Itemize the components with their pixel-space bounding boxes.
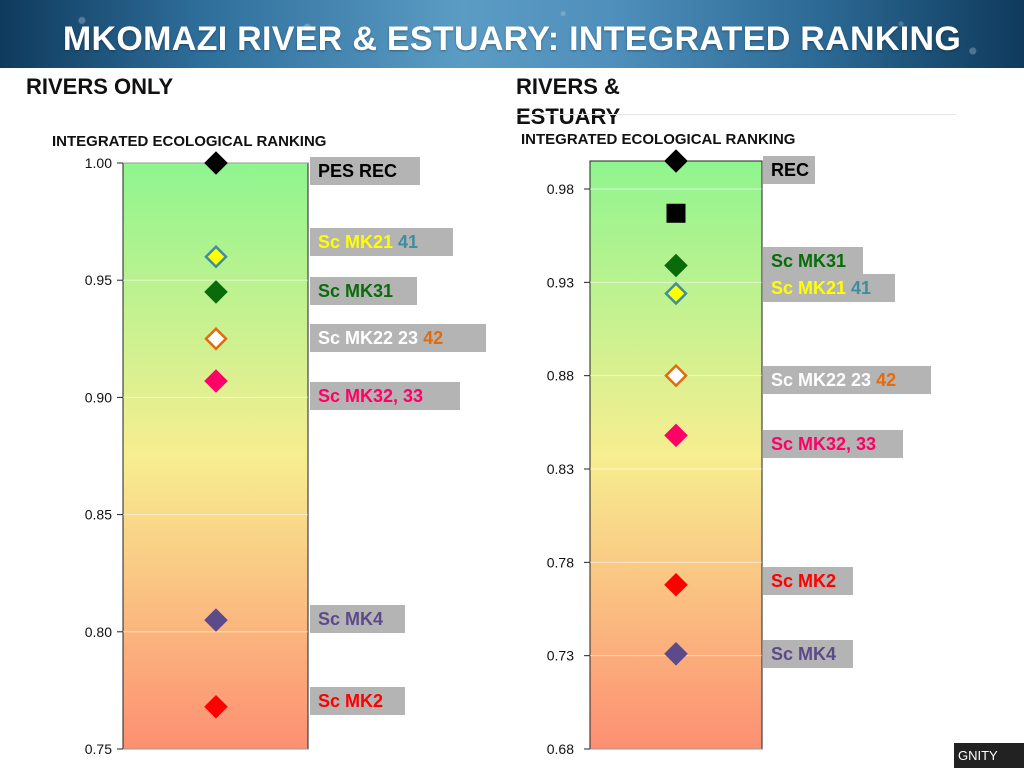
point-label: Sc MK4	[771, 644, 836, 664]
tick-label: 0.88	[547, 368, 574, 384]
point-label: Sc MK21 41	[771, 278, 871, 298]
point-label-part: Sc MK31	[318, 281, 393, 301]
data-point-diamond	[664, 363, 688, 388]
data-point-diamond	[664, 642, 688, 666]
tick-label: 0.75	[85, 741, 112, 757]
point-label-part: 42	[423, 328, 443, 348]
chart-title: INTEGRATED ECOLOGICAL RANKING	[521, 131, 795, 148]
title-banner: MKOMAZI RIVER & ESTUARY: INTEGRATED RANK…	[0, 0, 1024, 68]
point-label: Sc MK2	[771, 571, 836, 591]
data-point-diamond	[664, 423, 688, 448]
point-label-box	[763, 640, 853, 668]
section-label-rivers-estuary-line1: RIVERS &	[516, 74, 620, 99]
point-label-part: Sc MK22 23	[318, 328, 423, 348]
point-label: Sc MK4	[318, 609, 383, 629]
point-label-box	[310, 687, 405, 715]
section-label-rivers-only: RIVERS ONLY	[26, 74, 174, 99]
point-label-box	[763, 156, 815, 184]
data-point-square	[666, 203, 686, 223]
chart-title: INTEGRATED ECOLOGICAL RANKING	[52, 133, 326, 150]
point-label-part: Sc MK4	[318, 609, 383, 629]
data-point-diamond	[664, 149, 688, 173]
point-label: PES REC	[318, 161, 397, 181]
tick-label: 0.80	[85, 624, 112, 640]
data-point-diamond	[664, 253, 688, 278]
point-label-box	[310, 324, 486, 352]
point-label-box	[310, 605, 405, 633]
point-label-box	[763, 567, 853, 595]
point-label: Sc MK21 41	[318, 232, 418, 252]
tick-label: 0.98	[547, 181, 574, 197]
tick-label: 0.78	[547, 554, 574, 570]
tick-label: 0.73	[547, 648, 574, 664]
point-label-part: 41	[398, 232, 418, 252]
data-point-diamond	[204, 280, 228, 304]
data-point-diamond	[204, 695, 228, 719]
data-point-diamond	[204, 151, 228, 175]
point-label: REC	[771, 160, 809, 180]
point-label-box	[310, 382, 460, 410]
slide-title: MKOMAZI RIVER & ESTUARY: INTEGRATED RANK…	[62, 20, 962, 58]
section-label-rivers-estuary-line2: ESTUARY	[516, 104, 621, 129]
point-label-box	[310, 157, 420, 185]
point-label: Sc MK31	[318, 281, 393, 301]
point-label-box	[763, 430, 903, 458]
footer-badge: GNITY	[954, 743, 1024, 768]
point-label: Sc MK32, 33	[318, 386, 423, 406]
point-label-part: 42	[876, 370, 896, 390]
tick-label: 0.90	[85, 389, 112, 405]
point-label-part: 41	[851, 278, 871, 298]
data-point-diamond	[204, 244, 228, 269]
point-label: Sc MK31	[771, 251, 846, 271]
point-label-part: Sc MK32, 33	[318, 386, 423, 406]
data-point-diamond	[664, 572, 688, 597]
divider-line	[516, 114, 956, 115]
point-label-part: Sc MK22 23	[771, 370, 876, 390]
point-label-part: Sc MK21	[318, 232, 398, 252]
point-label: Sc MK22 23 42	[318, 328, 443, 348]
tick-label: 0.95	[85, 272, 112, 288]
tick-label: 1.00	[85, 155, 112, 171]
point-label-part: PES REC	[318, 161, 397, 181]
tick-label: 0.83	[547, 461, 574, 477]
point-label-box	[763, 247, 863, 275]
point-label-part: Sc MK21	[771, 278, 851, 298]
point-label-box	[763, 274, 895, 302]
point-label-part: Sc MK2	[318, 691, 383, 711]
data-point-diamond	[204, 327, 228, 351]
point-label-part: Sc MK32, 33	[771, 434, 876, 454]
point-label: Sc MK32, 33	[771, 434, 876, 454]
point-label: Sc MK22 23 42	[771, 370, 896, 390]
point-label-part: Sc MK2	[771, 571, 836, 591]
tick-label: 0.85	[85, 507, 112, 523]
data-point-diamond	[204, 608, 228, 632]
point-label-part: REC	[771, 160, 809, 180]
data-point-diamond	[204, 369, 228, 393]
point-label: Sc MK2	[318, 691, 383, 711]
point-label-box	[310, 228, 453, 256]
data-point-diamond	[664, 281, 688, 306]
point-label-part: Sc MK4	[771, 644, 836, 664]
tick-label: 0.68	[547, 741, 574, 757]
point-label-box	[310, 277, 417, 305]
tick-label: 0.93	[547, 274, 574, 290]
point-label-part: Sc MK31	[771, 251, 846, 271]
point-label-box	[763, 366, 931, 394]
